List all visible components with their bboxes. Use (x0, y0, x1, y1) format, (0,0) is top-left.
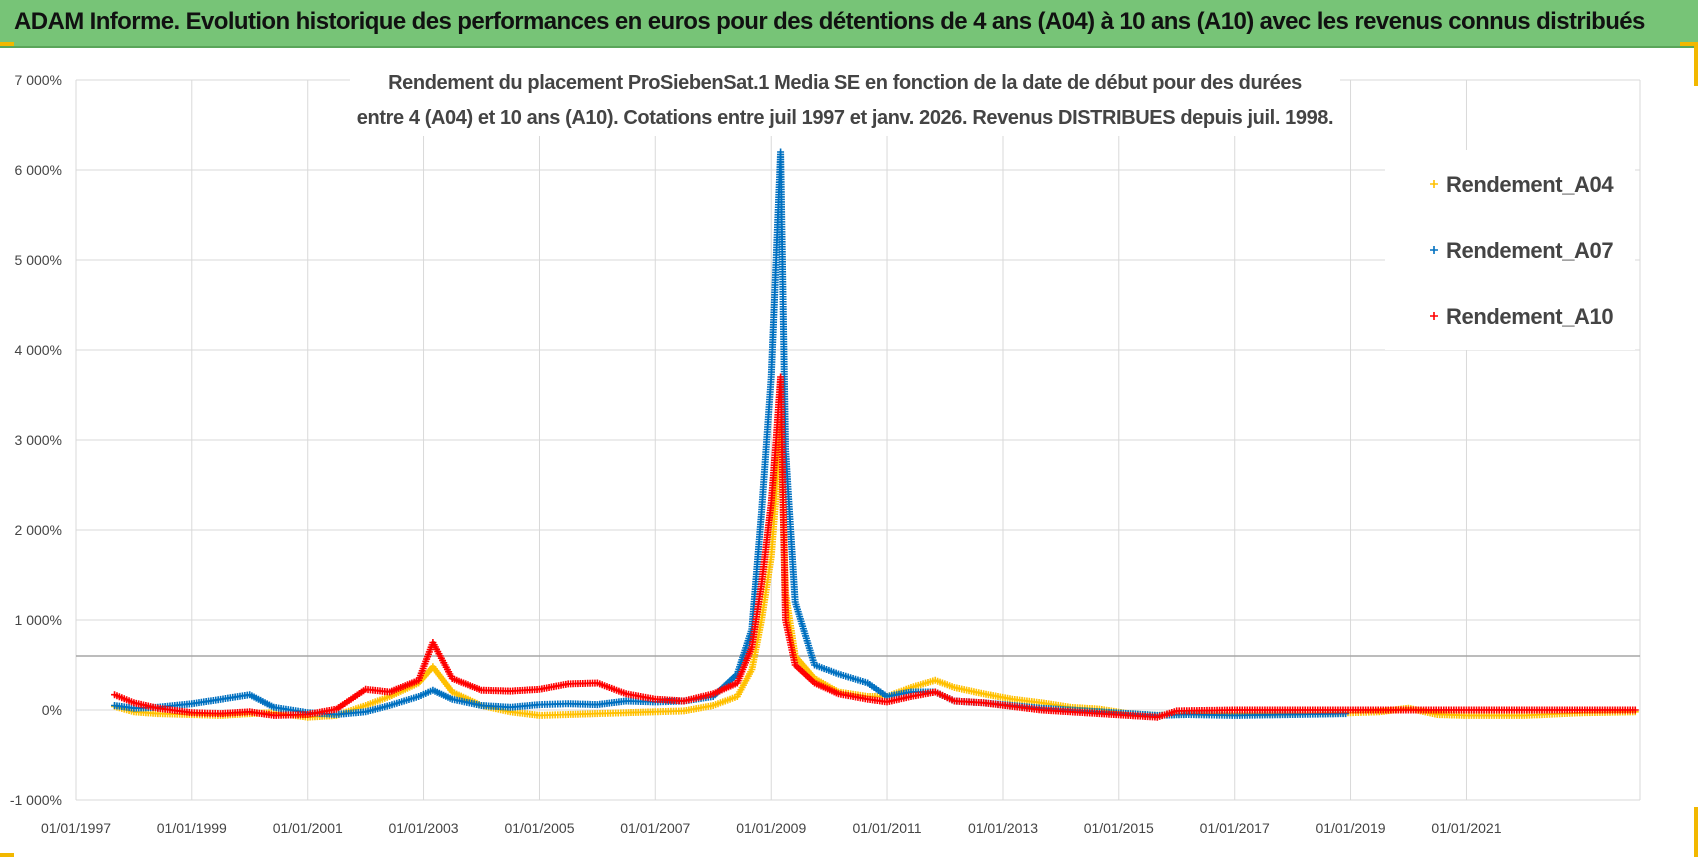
legend-label-Rendement_A07: Rendement_A07 (1446, 238, 1613, 263)
chart-title: Rendement du placement ProSiebenSat.1 Me… (350, 66, 1340, 136)
legend-marker-Rendement_A07 (1430, 246, 1438, 254)
y-tick-label: 6 000% (15, 162, 62, 178)
x-tick-label: 01/01/2001 (273, 820, 343, 836)
x-tick-label: 01/01/2011 (853, 820, 922, 836)
x-tick-label: 01/01/2003 (388, 820, 458, 836)
legend-marker-Rendement_A10 (1430, 312, 1438, 320)
x-tick-label: 01/01/2017 (1200, 820, 1270, 836)
chart-title-background (350, 66, 1340, 136)
banner-title: ADAM Informe. Evolution historique des p… (14, 8, 1645, 35)
x-tick-label: 01/01/2019 (1315, 820, 1385, 836)
x-tick-label: 01/01/2007 (620, 820, 690, 836)
grid (75, 79, 1641, 801)
banner: ADAM Informe. Evolution historique des p… (0, 0, 1698, 48)
corner-mark-bottom-right (1680, 807, 1698, 857)
x-tick-label: 01/01/1999 (157, 820, 227, 836)
legend-label-Rendement_A10: Rendement_A10 (1446, 304, 1613, 329)
y-axis-ticks: -1 000% 0% 1 000% 2 000% 3 000% 4 000% 5 000% 6… (10, 72, 62, 808)
corner-mark-top-left (0, 42, 14, 60)
y-tick-label: 1 000% (15, 612, 62, 628)
y-tick-label: 5 000% (15, 252, 62, 268)
legend-background (1385, 150, 1635, 350)
y-tick-label: -1 000% (10, 792, 62, 808)
series-Rendement_A10 (111, 373, 1639, 721)
x-axis-ticks: 01/01/1997 01/01/1999 01/01/2001 01/01/2003… (41, 820, 1502, 836)
chart-title-line-2: entre 4 (A04) et 10 ans (A10). Cotations… (357, 107, 1333, 129)
y-tick-label: 0% (42, 702, 62, 718)
chart-title-line-1: Rendement du placement ProSiebenSat.1 Me… (388, 72, 1302, 94)
legend: Rendement_A04 Rendement_A07 Rendement_A10 (1385, 150, 1635, 350)
y-tick-label: 2 000% (15, 522, 62, 538)
x-tick-label: 01/01/2009 (736, 820, 806, 836)
legend-label-Rendement_A04: Rendement_A04 (1446, 172, 1614, 197)
corner-mark-top-right (1680, 42, 1698, 86)
x-tick-label: 01/01/2013 (968, 820, 1038, 836)
y-tick-label: 4 000% (15, 342, 62, 358)
x-tick-label: 01/01/2005 (504, 820, 574, 836)
data-point (1631, 706, 1639, 714)
x-tick-label: 01/01/2021 (1431, 820, 1501, 836)
series-Rendement_A07 (111, 148, 1350, 719)
x-tick-label: 01/01/2015 (1084, 820, 1154, 836)
y-tick-label: 3 000% (15, 432, 62, 448)
legend-marker-Rendement_A04 (1430, 180, 1438, 188)
series-Rendement_A04 (111, 418, 1639, 721)
data-points (111, 148, 1639, 721)
corner-mark-bottom-left (0, 839, 14, 857)
y-tick-label: 7 000% (15, 72, 62, 88)
x-tick-label: 01/01/1997 (41, 820, 111, 836)
